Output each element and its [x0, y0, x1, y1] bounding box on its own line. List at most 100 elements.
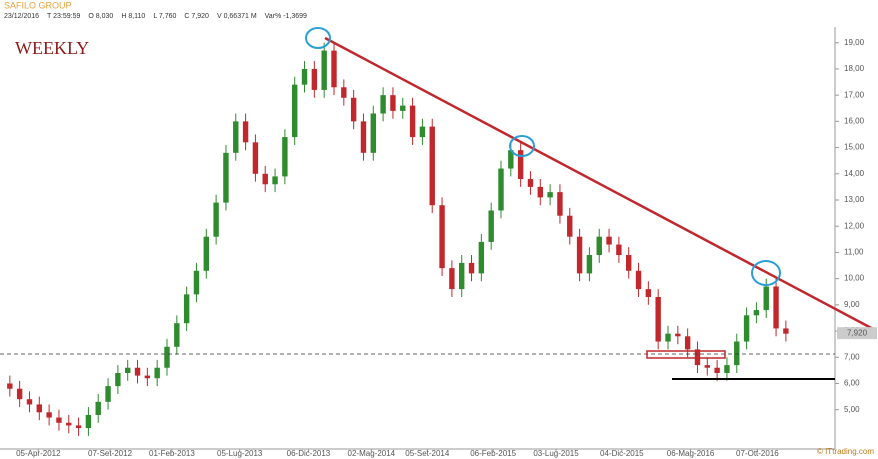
candle-body: [527, 179, 534, 187]
watermark: © ITtrading.com: [817, 447, 874, 456]
candle-body: [105, 386, 111, 402]
x-tick-label: 06-Feb-2015: [470, 449, 516, 458]
candle-body: [134, 367, 141, 376]
candle-body: [370, 113, 376, 153]
candle-body: [262, 173, 268, 185]
info-item: O 8,030: [88, 13, 113, 20]
candle-body: [734, 341, 740, 366]
x-tick-label: 05-Apr-2012: [16, 449, 61, 458]
candle-body: [282, 137, 288, 177]
candle-body: [252, 142, 259, 174]
candle-body: [7, 383, 13, 389]
chart-title: WEEKLY: [15, 38, 89, 58]
x-tick-label: 05-Set-2014: [405, 449, 450, 458]
info-item: Var% -1,3699: [265, 13, 307, 20]
candle-body: [193, 270, 200, 295]
x-tick-label: 05-Lug-2013: [217, 449, 263, 458]
candle-body: [449, 268, 455, 290]
candle-body: [380, 95, 386, 114]
candle-body: [655, 296, 661, 342]
y-tick-label: 13,00: [844, 195, 865, 204]
candle-body: [174, 323, 180, 347]
candle-body: [26, 399, 33, 405]
y-tick-label: 16,00: [844, 116, 865, 125]
candle-body: [429, 126, 435, 206]
candle-body: [783, 328, 789, 334]
candle-body: [46, 412, 52, 418]
x-tick-label: 03-Lug-2015: [533, 449, 579, 458]
candle-body: [635, 270, 642, 290]
candle-body: [419, 126, 426, 138]
candle-body: [164, 346, 170, 368]
candle-body: [242, 121, 249, 143]
y-tick-label: 19,00: [844, 38, 865, 47]
box-annotation: [646, 350, 726, 359]
candle-body: [557, 192, 563, 216]
info-item: T 23:59:59: [47, 13, 80, 20]
x-tick-label: 07-Ott-2016: [736, 449, 779, 458]
candle-body: [488, 210, 494, 242]
candle-body: [85, 414, 92, 429]
candle-body: [95, 401, 101, 415]
y-tick-label: 9,00: [844, 300, 860, 309]
candle-body: [773, 286, 779, 329]
candle-body: [439, 205, 445, 269]
candle-body: [684, 336, 691, 350]
last-price-label: 7,920: [847, 328, 868, 337]
x-tick-label: 06-Dic-2013: [287, 449, 331, 458]
y-tick-label: 5,00: [844, 405, 860, 414]
candle-body: [154, 367, 160, 379]
x-tick-label: 01-Feb-2013: [149, 449, 195, 458]
candle-body: [459, 262, 465, 290]
candle-body: [763, 286, 769, 311]
info-item: C 7,920: [184, 13, 209, 20]
candle-body: [341, 87, 347, 98]
candle-body: [753, 310, 760, 316]
plot: [7, 42, 789, 436]
candle-body: [16, 388, 23, 400]
candle-body: [331, 50, 337, 88]
candle-body: [75, 425, 82, 429]
candle-body: [66, 422, 72, 426]
trend-line: [324, 36, 876, 332]
candle-body: [517, 150, 524, 180]
candle-body: [508, 150, 514, 169]
candle-body: [576, 236, 583, 274]
last-price-box: [837, 327, 877, 340]
candle-body: [233, 121, 239, 153]
candle-body: [596, 236, 602, 256]
candle-body: [409, 105, 416, 138]
y-tick-label: 15,00: [844, 143, 865, 152]
candle-body: [350, 97, 357, 122]
y-tick-label: 6,00: [844, 379, 860, 388]
x-tick-label: 07-Set-2012: [88, 449, 133, 458]
y-tick-label: 7,00: [844, 352, 860, 361]
y-tick-label: 10,00: [844, 274, 865, 283]
candle-body: [311, 68, 318, 90]
y-tick-label: 17,00: [844, 90, 865, 99]
header-info: 23/12/2016 T 23:59:59 O 8,030 H 8,110 L 7,76…: [4, 13, 307, 20]
y-tick-label: 12,00: [844, 221, 865, 230]
candle-body: [665, 333, 671, 342]
y-tick-label: 18,00: [844, 64, 865, 73]
candle-body: [203, 236, 209, 271]
candle-body: [36, 404, 42, 413]
candle-body: [606, 236, 612, 245]
x-tick-label: 02-Mag-2014: [348, 449, 396, 458]
candle-body: [616, 244, 622, 256]
header-title: SAFILO GROUP: [4, 0, 72, 10]
highlight-circle: [509, 135, 535, 157]
candle-body: [567, 215, 573, 237]
candle-body: [675, 333, 681, 337]
candle-body: [183, 294, 190, 324]
x-tick-label: 06-Mag-2016: [667, 449, 715, 458]
candle-body: [704, 365, 710, 368]
candle-body: [468, 262, 475, 274]
candle-body: [626, 255, 632, 271]
highlight-circle: [751, 260, 781, 286]
candle-body: [272, 176, 278, 185]
candle-body: [213, 202, 219, 237]
candle-body: [321, 50, 327, 90]
highlight-circle: [305, 27, 331, 49]
info-item: H 8,110: [121, 13, 145, 20]
